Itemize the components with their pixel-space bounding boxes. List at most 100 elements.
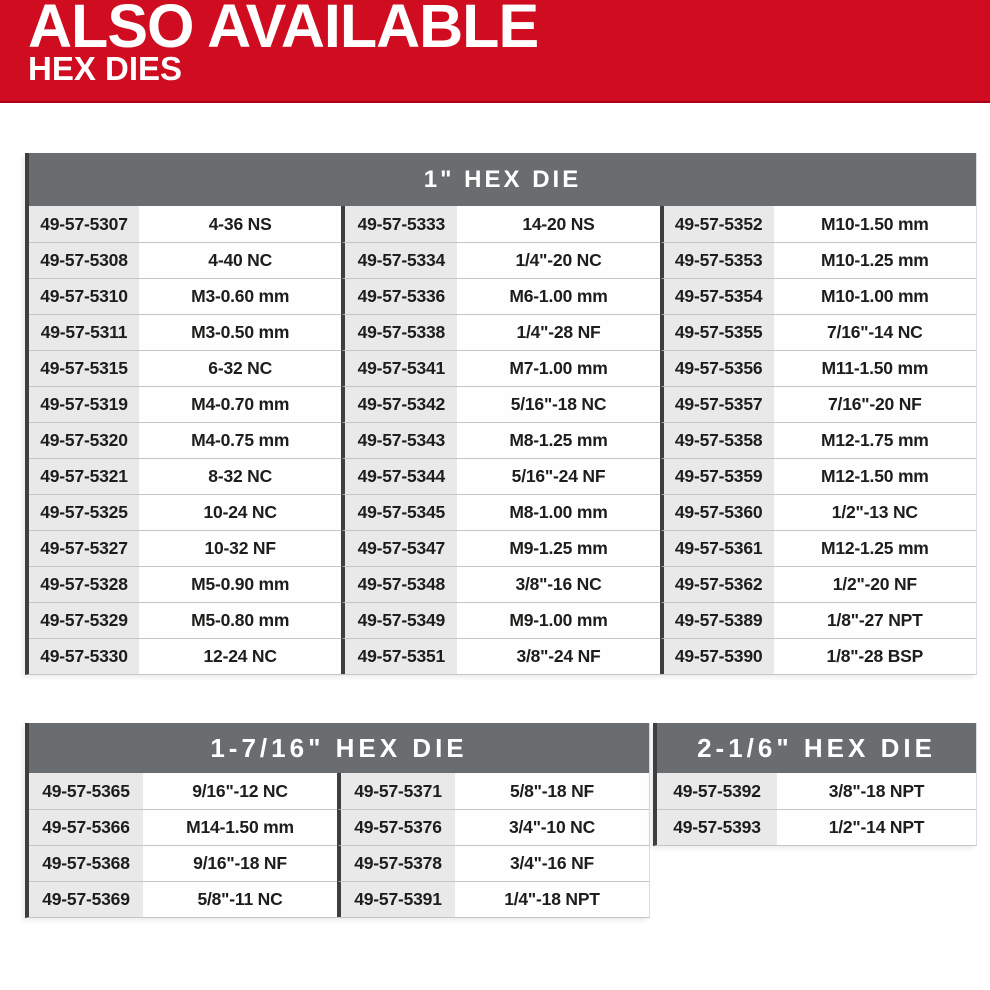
part-number-cell: 49-57-5311	[29, 314, 139, 350]
table-row: 49-57-5392 3/8"-18 NPT	[657, 773, 976, 809]
thread-size-cell: M14-1.50 mm	[143, 809, 337, 845]
part-number-cell: 49-57-5362	[659, 566, 774, 602]
page-title: ALSO AVAILABLE	[28, 0, 539, 60]
table-row: 49-57-5307 4-36 NS 49-57-5333 14-20 NS 49-57…	[29, 206, 976, 242]
part-number-cell: 49-57-5329	[29, 602, 139, 638]
thread-size-cell: 3/8"-16 NC	[457, 566, 660, 602]
part-number-cell: 49-57-5376	[337, 809, 455, 845]
thread-size-cell: M12-1.25 mm	[773, 530, 976, 566]
table-title: 2-1/6" HEX DIE	[657, 723, 976, 773]
part-number-cell: 49-57-5347	[341, 530, 458, 566]
part-number-cell: 49-57-5342	[341, 386, 458, 422]
table-body: 49-57-5392 3/8"-18 NPT 49-57-5393 1/2"-14 N…	[657, 773, 976, 845]
table-body: 49-57-5307 4-36 NS 49-57-5333 14-20 NS 49-57…	[29, 206, 976, 674]
thread-size-cell: 1/8"-28 BSP	[773, 638, 976, 674]
thread-size-cell: M10-1.50 mm	[773, 206, 976, 242]
part-number-cell: 49-57-5358	[659, 422, 774, 458]
table-row: 49-57-5321 8-32 NC 49-57-5344 5/16"-24 NF 49…	[29, 458, 976, 494]
part-number-cell: 49-57-5357	[659, 386, 774, 422]
table-row: 49-57-5329 M5-0.80 mm 49-57-5349 M9-1.00 mm…	[29, 602, 976, 638]
part-number-cell: 49-57-5355	[659, 314, 774, 350]
thread-size-cell: 1/4"-18 NPT	[455, 881, 649, 917]
table-title: 1-7/16" HEX DIE	[29, 723, 649, 773]
part-number-cell: 49-57-5344	[341, 458, 458, 494]
thread-size-cell: M8-1.25 mm	[457, 422, 660, 458]
part-number-cell: 49-57-5334	[341, 242, 458, 278]
thread-size-cell: 10-24 NC	[139, 494, 342, 530]
thread-size-cell: 1/2"-20 NF	[773, 566, 976, 602]
thread-size-cell: 9/16"-18 NF	[143, 845, 337, 881]
thread-size-cell: 3/8"-18 NPT	[777, 773, 976, 809]
part-number-cell: 49-57-5328	[29, 566, 139, 602]
part-number-cell: 49-57-5391	[337, 881, 455, 917]
thread-size-cell: 3/4"-10 NC	[455, 809, 649, 845]
part-number-cell: 49-57-5327	[29, 530, 139, 566]
thread-size-cell: M10-1.00 mm	[773, 278, 976, 314]
part-number-cell: 49-57-5353	[659, 242, 774, 278]
thread-size-cell: 4-36 NS	[139, 206, 342, 242]
thread-size-cell: M5-0.90 mm	[139, 566, 342, 602]
table-row: 49-57-5310 M3-0.60 mm 49-57-5336 M6-1.00 mm…	[29, 278, 976, 314]
table-row: 49-57-5315 6-32 NC 49-57-5341 M7-1.00 mm 49-…	[29, 350, 976, 386]
thread-size-cell: M11-1.50 mm	[773, 350, 976, 386]
thread-size-cell: 1/2"-14 NPT	[777, 809, 976, 845]
part-number-cell: 49-57-5333	[341, 206, 458, 242]
page-subtitle: HEX DIES	[28, 50, 183, 87]
part-number-cell: 49-57-5366	[29, 809, 143, 845]
part-number-cell: 49-57-5361	[659, 530, 774, 566]
thread-size-cell: 12-24 NC	[139, 638, 342, 674]
banner: ALSO AVAILABLE HEX DIES	[0, 0, 990, 103]
part-number-cell: 49-57-5345	[341, 494, 458, 530]
thread-size-cell: 14-20 NS	[457, 206, 660, 242]
part-number-cell: 49-57-5351	[341, 638, 458, 674]
part-number-cell: 49-57-5365	[29, 773, 143, 809]
thread-size-cell: M10-1.25 mm	[773, 242, 976, 278]
part-number-cell: 49-57-5371	[337, 773, 455, 809]
thread-size-cell: M4-0.70 mm	[139, 386, 342, 422]
thread-size-cell: 10-32 NF	[139, 530, 342, 566]
thread-size-cell: M9-1.25 mm	[457, 530, 660, 566]
thread-size-cell: 1/4"-28 NF	[457, 314, 660, 350]
part-number-cell: 49-57-5319	[29, 386, 139, 422]
thread-size-cell: 3/4"-16 NF	[455, 845, 649, 881]
thread-size-cell: 5/16"-18 NC	[457, 386, 660, 422]
part-number-cell: 49-57-5343	[341, 422, 458, 458]
table-row: 49-57-5320 M4-0.75 mm 49-57-5343 M8-1.25 mm…	[29, 422, 976, 458]
table-1in-hex-die: 1" HEX DIE 49-57-5307 4-36 NS 49-57-5333 14…	[25, 153, 977, 675]
part-number-cell: 49-57-5308	[29, 242, 139, 278]
part-number-cell: 49-57-5320	[29, 422, 139, 458]
thread-size-cell: 7/16"-14 NC	[773, 314, 976, 350]
table-row: 49-57-5319 M4-0.70 mm 49-57-5342 5/16"-18 N…	[29, 386, 976, 422]
thread-size-cell: 9/16"-12 NC	[143, 773, 337, 809]
thread-size-cell: 1/2"-13 NC	[773, 494, 976, 530]
thread-size-cell: 3/8"-24 NF	[457, 638, 660, 674]
table-2-1-6in-hex-die: 2-1/6" HEX DIE 49-57-5392 3/8"-18 NPT 49-5…	[653, 723, 977, 846]
table-row: 49-57-5368 9/16"-18 NF 49-57-5378 3/4"-16 N…	[29, 845, 649, 881]
part-number-cell: 49-57-5349	[341, 602, 458, 638]
table-row: 49-57-5311 M3-0.50 mm 49-57-5338 1/4"-28 NF…	[29, 314, 976, 350]
thread-size-cell: 1/4"-20 NC	[457, 242, 660, 278]
thread-size-cell: M3-0.60 mm	[139, 278, 342, 314]
part-number-cell: 49-57-5389	[659, 602, 774, 638]
thread-size-cell: M3-0.50 mm	[139, 314, 342, 350]
part-number-cell: 49-57-5336	[341, 278, 458, 314]
thread-size-cell: M5-0.80 mm	[139, 602, 342, 638]
part-number-cell: 49-57-5368	[29, 845, 143, 881]
part-number-cell: 49-57-5378	[337, 845, 455, 881]
thread-size-cell: 1/8"-27 NPT	[773, 602, 976, 638]
table-row: 49-57-5325 10-24 NC 49-57-5345 M8-1.00 mm 49…	[29, 494, 976, 530]
part-number-cell: 49-57-5393	[657, 809, 777, 845]
thread-size-cell: M12-1.50 mm	[773, 458, 976, 494]
table-body: 49-57-5365 9/16"-12 NC 49-57-5371 5/8"-18 N…	[29, 773, 649, 917]
part-number-cell: 49-57-5321	[29, 458, 139, 494]
part-number-cell: 49-57-5352	[659, 206, 774, 242]
table-row: 49-57-5393 1/2"-14 NPT	[657, 809, 976, 845]
thread-size-cell: M4-0.75 mm	[139, 422, 342, 458]
table-row: 49-57-5327 10-32 NF 49-57-5347 M9-1.25 mm 49…	[29, 530, 976, 566]
part-number-cell: 49-57-5338	[341, 314, 458, 350]
thread-size-cell: M6-1.00 mm	[457, 278, 660, 314]
table-row: 49-57-5308 4-40 NC 49-57-5334 1/4"-20 NC 49-…	[29, 242, 976, 278]
thread-size-cell: 7/16"-20 NF	[773, 386, 976, 422]
part-number-cell: 49-57-5360	[659, 494, 774, 530]
part-number-cell: 49-57-5359	[659, 458, 774, 494]
